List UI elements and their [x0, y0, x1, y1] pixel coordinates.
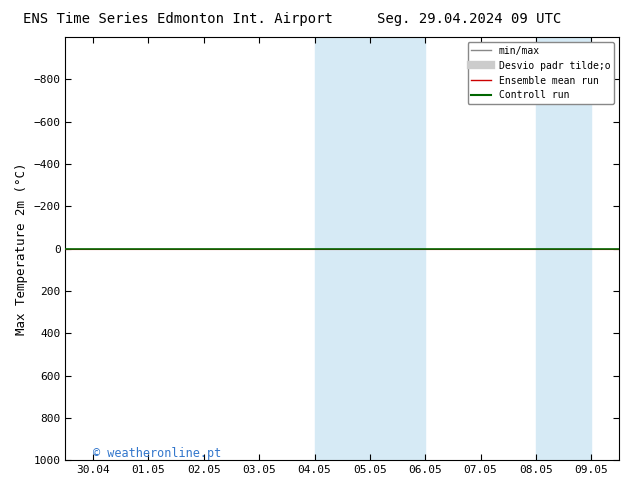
Text: Seg. 29.04.2024 09 UTC: Seg. 29.04.2024 09 UTC	[377, 12, 561, 26]
Legend: min/max, Desvio padr tilde;o, Ensemble mean run, Controll run: min/max, Desvio padr tilde;o, Ensemble m…	[467, 42, 614, 104]
Y-axis label: Max Temperature 2m (°C): Max Temperature 2m (°C)	[15, 162, 28, 335]
Text: © weatheronline.pt: © weatheronline.pt	[93, 447, 222, 460]
Text: ENS Time Series Edmonton Int. Airport: ENS Time Series Edmonton Int. Airport	[23, 12, 332, 26]
Bar	[536, 37, 592, 460]
Bar	[314, 37, 425, 460]
